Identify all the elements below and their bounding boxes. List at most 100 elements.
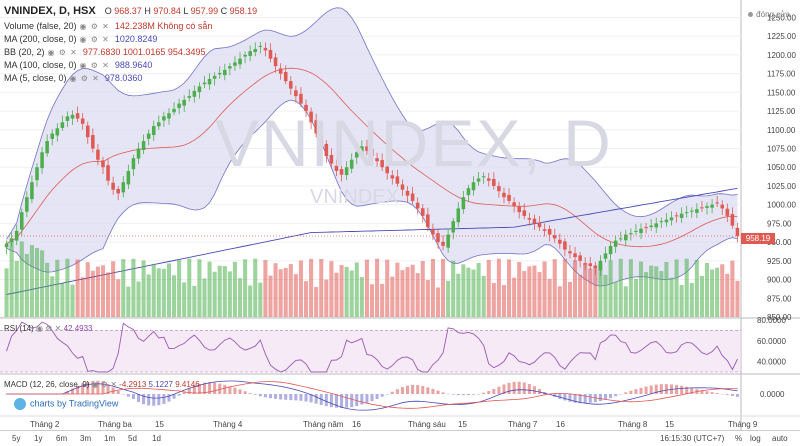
timeframe-1d[interactable]: 1d [152,434,161,443]
volume-bar [369,284,375,317]
candle-body [360,146,364,154]
auto-toggle[interactable]: auto [772,434,788,443]
macd-histogram-bar [309,394,313,403]
candle-body [157,122,161,127]
macd-histogram-bar [213,382,217,394]
volume-bar [694,259,699,317]
macd-histogram-bar [431,388,435,394]
timeframe-5y[interactable]: 5y [12,434,21,443]
macd-histogram-bar [197,383,201,394]
candle-body [481,176,486,178]
volume-bar [390,276,395,317]
timeframe-6m[interactable]: 6m [56,434,68,443]
rsi-axis-label: 80.0000 [757,316,786,325]
volume-bar [557,286,562,317]
macd-histogram-bar [223,384,227,394]
candle-body [405,190,410,196]
symbol-name[interactable]: VNINDEX, D, HSX [4,5,96,17]
dot-icon [748,12,754,18]
macd-histogram-bar [324,394,328,407]
candle-body [85,125,90,138]
macd-histogram-bar [675,385,679,394]
macd-histogram-bar [365,394,369,403]
candle-body [690,210,694,212]
macd-histogram-bar [334,394,338,408]
macd-histogram-bar [619,394,623,395]
candle-body [558,239,562,244]
volume-bar [385,259,390,317]
volume-bar [187,258,192,317]
candle-body [146,133,151,139]
macd-histogram-bar [106,384,110,394]
macd-histogram-bar [680,385,684,394]
volume-bar [146,274,151,317]
log-toggle[interactable]: log [750,434,761,443]
macd-histogram-bar [218,383,222,394]
price-axis-label: 900.00 [767,276,792,285]
volume-bar [471,269,476,317]
candle-body [598,260,603,271]
candle-body [273,57,278,67]
macd-histogram-bar [588,394,592,403]
volume-bar [415,273,420,317]
candle-body [121,182,126,193]
legend-ma100[interactable]: MA (100, close, 0) ◉ ⚙ ✕ 988.9640 [4,60,153,70]
macd-histogram-bar [268,394,273,399]
candle-body [674,215,679,217]
volume-bar [329,261,334,317]
volume-bar [197,259,202,317]
price-axis-label: 925.00 [767,257,792,266]
volume-bar [100,265,106,317]
price-axis-label: 975.00 [767,219,792,228]
macd-histogram-bar [157,394,161,406]
volume-bar [633,278,638,317]
candle-body [390,175,395,179]
timeframe-1m[interactable]: 1m [104,434,116,443]
candle-body [532,218,537,224]
time-axis-label: Tháng sáu [408,420,446,429]
candle-body [91,135,95,149]
macd-histogram-bar [208,382,212,394]
candle-body [289,81,293,89]
candle-body [426,214,430,228]
legend-ma5[interactable]: MA (5, close, 0) ◉ ⚙ ✕ 978.0360 [4,73,143,83]
rsi-legend[interactable]: RSI (14) ◉ ⚙ ✕ 42.4933 [4,324,93,333]
time-axis-label: Tháng 8 [618,420,648,429]
tradingview-branding[interactable]: charts by TradingView [14,398,118,410]
candle-body [212,75,217,79]
candle-body [436,233,440,243]
volume-bar [486,259,491,317]
price-axis-label: 850.00 [767,313,792,322]
legend-bb[interactable]: BB (20, 2) ◉ ⚙ ✕ 977.6830 1001.0165 954.34… [4,47,206,57]
timeframe-3m[interactable]: 3m [80,434,92,443]
legend-ma200[interactable]: MA (200, close, 0) ◉ ⚙ ✕ 1020.8249 [4,34,158,44]
candle-body [400,184,405,190]
volume-bar [572,260,578,317]
candle-body [182,99,186,106]
legend-controls-icon: ◉ ⚙ ✕ [47,48,78,57]
macd-histogram-bar [86,381,90,394]
macd-histogram-bar [345,394,349,408]
macd-histogram-bar [111,387,115,394]
price-axis-label: 950.00 [767,238,792,247]
time-axis-label: 16 [556,420,565,429]
timeframe-1y[interactable]: 1y [34,434,43,443]
candle-body [588,263,593,267]
macd-legend[interactable]: MACD (12, 26, close, 9) ◉ ⚙ ✕ -4.2913 5.… [4,380,200,389]
percent-toggle[interactable]: % [735,434,743,443]
macd-histogram-bar [65,391,69,394]
candle-body [162,116,166,121]
candle-body [593,265,598,269]
volume-bar [664,262,669,317]
volume-bar [380,283,385,317]
legend-volume[interactable]: Volume (false, 20) ◉ ⚙ ✕ 142.238M Không có… [4,21,213,31]
volume-bar [268,275,273,317]
candle-body [735,227,740,237]
timeframe-5d[interactable]: 5d [128,434,137,443]
price-axis-label: 1175.00 [767,70,796,79]
macd-histogram-bar [284,394,288,400]
price-axis-label: 1025.00 [767,182,796,191]
candle-body [217,72,222,75]
volume-bar [349,270,354,317]
